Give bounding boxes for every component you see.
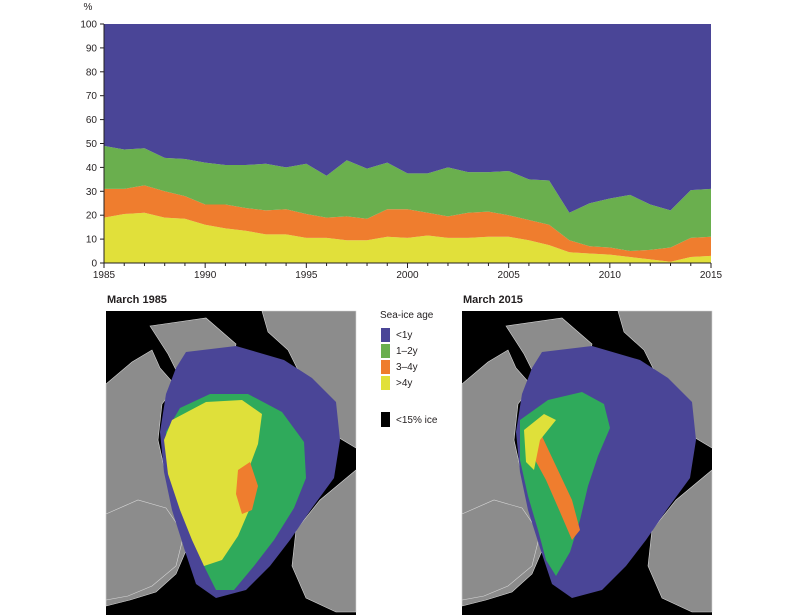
legend-title: Sea-ice age (380, 310, 434, 321)
y-tick-label: 90 (86, 43, 98, 54)
y-axis-unit-label: % (84, 2, 93, 13)
land-mass-scandinavia (291, 469, 357, 613)
y-tick-label: 70 (86, 91, 98, 102)
y-tick-label: 20 (86, 211, 98, 222)
x-tick-label: 2015 (700, 270, 723, 281)
land-mass-greenland (461, 499, 541, 601)
map-march-2015: March 2015 (461, 294, 713, 615)
x-tick-label: 2000 (396, 270, 419, 281)
x-tick-label: 1995 (295, 270, 318, 281)
area-series-lt1y (104, 24, 711, 213)
x-tick-label: 1990 (194, 270, 217, 281)
map-1985-panel (105, 310, 357, 615)
map-2015-panel (461, 310, 713, 615)
legend-label: 1–2y (396, 346, 418, 357)
x-tick-label: 1985 (93, 270, 116, 281)
y-tick-label: 80 (86, 67, 98, 78)
y-tick-label: 40 (86, 163, 98, 174)
sea-ice-age-legend: Sea-ice age <1y 1–2y 3–4y >4y <15% ice (380, 310, 438, 427)
legend-label-low-ice: <15% ice (396, 415, 438, 426)
y-tick-label: 0 (91, 259, 97, 270)
x-tick-label: 2005 (498, 270, 521, 281)
y-tick-label: 50 (86, 139, 98, 150)
legend-swatch (381, 376, 390, 390)
ice-zone-gt4y (164, 400, 262, 566)
ice-zone-3-4y (528, 432, 580, 540)
legend-swatch (381, 344, 390, 358)
y-tick-label: 60 (86, 115, 98, 126)
ice-zone-gt4y (524, 414, 556, 470)
legend-swatch (381, 328, 390, 342)
ice-zone-3-4y (236, 462, 258, 514)
legend-label: 3–4y (396, 362, 418, 373)
area-series-1-2y (104, 145, 711, 252)
legend-swatch-low-ice (381, 412, 390, 427)
legend-label: <1y (396, 330, 412, 341)
y-tick-label: 10 (86, 235, 98, 246)
y-tick-group: 0 10 20 30 40 50 60 70 80 90 100 (80, 20, 104, 270)
sea-ice-age-area-chart: 0 10 20 30 40 50 60 70 80 90 100 1985 1990 1995 2000 2… (80, 2, 722, 281)
y-tick-label: 30 (86, 187, 98, 198)
map-march-1985: March 1985 (105, 294, 357, 615)
land-mass-scandinavia (647, 469, 713, 613)
legend-swatch (381, 360, 390, 374)
map-title-2015: March 2015 (463, 294, 523, 306)
x-tick-group: 1985 1990 1995 2000 2005 2010 2015 (93, 263, 723, 281)
land-mass-greenland (105, 499, 185, 601)
legend-items: <1y 1–2y 3–4y >4y (381, 328, 418, 390)
area-series-gt4y (104, 212, 711, 263)
map-title-1985: March 1985 (107, 294, 167, 306)
area-series-3-4y (104, 185, 711, 262)
area-series-group (104, 24, 711, 263)
legend-label: >4y (396, 378, 412, 389)
x-tick-label: 2010 (599, 270, 622, 281)
y-tick-label: 100 (80, 20, 97, 31)
